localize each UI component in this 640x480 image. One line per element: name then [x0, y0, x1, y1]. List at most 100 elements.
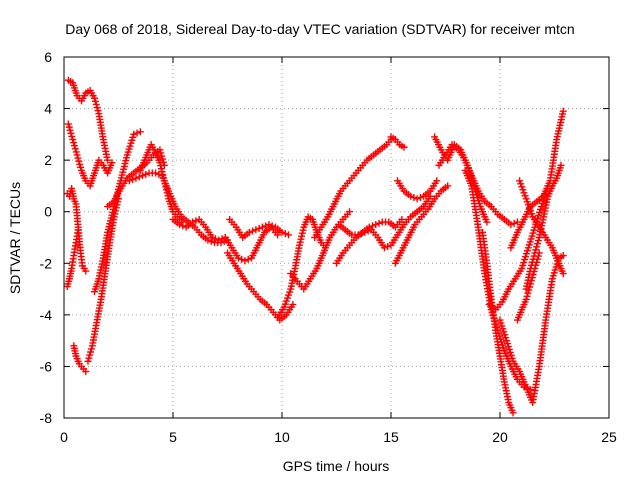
series-track-18	[387, 133, 408, 151]
data-point	[531, 264, 539, 272]
data-point	[69, 136, 77, 144]
data-point	[73, 151, 81, 159]
series-track-11	[169, 215, 229, 244]
series-track-04	[63, 226, 82, 290]
data-point	[189, 218, 197, 226]
data-point	[133, 129, 141, 137]
data-point	[285, 231, 293, 239]
data-point	[218, 235, 226, 243]
plot-frame	[63, 56, 610, 419]
data-point	[91, 94, 99, 102]
y-tick-label: 2	[44, 152, 52, 168]
data-point	[70, 142, 78, 150]
data-point	[136, 128, 144, 136]
data-point	[265, 221, 273, 229]
data-point	[67, 129, 75, 137]
chart-title: Day 068 of 2018, Sidereal Day-to-day VTE…	[65, 21, 574, 37]
x-axis-label: GPS time / hours	[283, 458, 390, 474]
data-point	[274, 231, 282, 239]
data-point	[365, 223, 373, 231]
data-point	[155, 170, 163, 178]
data-point	[532, 261, 540, 269]
data-point	[368, 222, 376, 230]
series-track-05	[70, 342, 90, 376]
data-point	[212, 235, 220, 243]
series-track-22	[394, 177, 441, 203]
data-point	[64, 120, 72, 128]
data-point	[526, 283, 534, 291]
data-point	[510, 219, 518, 227]
x-tick-label: 25	[601, 429, 617, 445]
data-point	[483, 218, 491, 226]
data-point	[204, 236, 212, 244]
data-point	[372, 221, 380, 229]
data-point	[278, 228, 286, 236]
data-point	[158, 152, 166, 160]
data-point	[529, 271, 537, 279]
data-point	[77, 163, 85, 171]
data-point	[523, 292, 531, 300]
data-point	[398, 215, 406, 223]
data-point	[535, 249, 543, 257]
x-tick-label: 10	[274, 429, 290, 445]
x-tick-label: 15	[383, 429, 399, 445]
data-points	[63, 76, 567, 417]
data-point	[281, 230, 289, 238]
data-point	[522, 295, 530, 303]
data-point	[533, 258, 541, 266]
data-point	[245, 228, 253, 236]
series-track-10	[125, 169, 231, 247]
data-point	[70, 139, 78, 147]
data-point	[138, 172, 146, 180]
x-tick-label: 5	[169, 429, 177, 445]
data-point	[528, 274, 536, 282]
series-track-21	[391, 182, 452, 267]
data-point	[132, 174, 140, 182]
data-point	[380, 244, 388, 252]
data-point	[74, 154, 82, 162]
data-point	[262, 222, 270, 230]
series-track-07	[91, 128, 144, 296]
data-point	[252, 226, 260, 234]
data-point	[524, 289, 532, 297]
data-point	[375, 219, 383, 227]
series-track-01	[64, 76, 112, 164]
data-point	[410, 194, 418, 202]
data-point	[527, 277, 535, 285]
data-point	[94, 107, 102, 115]
series-track-28	[496, 252, 567, 407]
data-point	[208, 234, 216, 241]
data-point	[557, 161, 565, 169]
y-tick-label: 4	[44, 101, 52, 117]
series-track-14	[226, 215, 293, 241]
y-tick-label: 6	[44, 49, 52, 65]
data-point	[527, 280, 535, 288]
data-point	[416, 194, 424, 202]
data-point	[384, 243, 392, 251]
data-point	[534, 252, 542, 260]
data-point	[129, 175, 137, 183]
data-point	[559, 252, 567, 260]
series-track-30	[516, 177, 567, 278]
data-point	[255, 224, 263, 232]
data-point	[525, 286, 533, 294]
data-point	[93, 104, 101, 112]
data-point	[130, 130, 138, 138]
x-tick-label: 0	[60, 429, 68, 445]
data-point	[68, 132, 76, 140]
data-point	[135, 173, 143, 181]
data-point	[82, 368, 90, 376]
data-point	[433, 177, 441, 185]
data-point	[74, 226, 82, 234]
data-point	[234, 254, 242, 262]
series-track-12	[221, 223, 282, 265]
series-track-29	[507, 107, 567, 252]
data-point	[346, 208, 354, 216]
data-point	[559, 107, 567, 115]
data-point	[215, 236, 223, 244]
data-point	[104, 156, 112, 164]
data-point	[407, 192, 415, 200]
data-point	[533, 240, 541, 248]
data-point	[84, 357, 92, 365]
data-point	[509, 409, 517, 417]
